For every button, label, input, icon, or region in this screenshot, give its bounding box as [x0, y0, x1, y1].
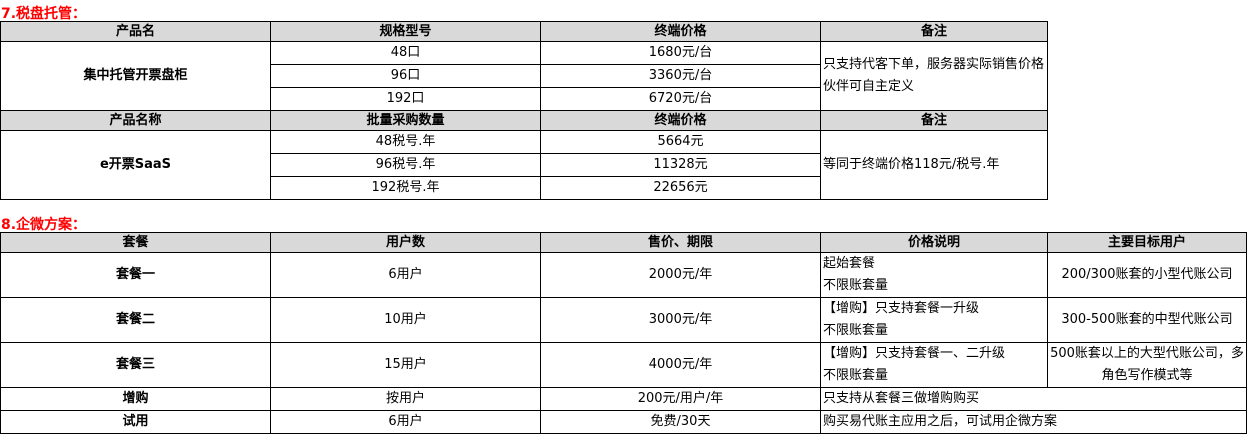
plan-name: 套餐二 — [0, 297, 271, 343]
note-cell: 等同于终端价格118元/税号.年 — [820, 130, 1048, 200]
price-cell: 3000元/年 — [540, 297, 821, 343]
qty-cell: 192税号.年 — [270, 176, 541, 200]
table-header: 产品名 规格型号 终端价格 备注 — [0, 21, 1048, 42]
price-cell: 免费/30天 — [540, 410, 821, 434]
users-cell: 按用户 — [270, 387, 541, 411]
spec-cell: 48口 — [270, 41, 541, 65]
spec-cell: 96口 — [270, 64, 541, 88]
header-cell: 用户数 — [270, 232, 541, 253]
price-cell: 2000元/年 — [540, 252, 821, 298]
price-cell: 4000元/年 — [540, 342, 821, 388]
header-cell: 产品名称 — [0, 110, 271, 131]
price-cell: 11328元 — [540, 153, 821, 177]
target-cell: 500账套以上的大型代账公司，多角色写作模式等 — [1047, 342, 1247, 388]
price-cell: 5664元 — [540, 130, 821, 154]
header-cell: 主要目标用户 — [1047, 232, 1247, 253]
plan-name: 套餐三 — [0, 342, 271, 388]
desc-cell: 【增购】只支持套餐一升级 不限账套量 — [820, 297, 1048, 343]
desc-line: 不限账套量 — [823, 368, 889, 383]
price-cell: 200元/用户/年 — [540, 387, 821, 411]
header-cell: 售价、期限 — [540, 232, 821, 253]
target-cell: 300-500账套的中型代账公司 — [1047, 297, 1247, 343]
qty-cell: 48税号.年 — [270, 130, 541, 154]
header-cell: 终端价格 — [540, 21, 821, 42]
table-row: 套餐二 10用户 3000元/年 【增购】只支持套餐一升级 不限账套量 300-5… — [0, 297, 1247, 343]
table-row: 套餐一 6用户 2000元/年 起始套餐不限账套量 200/300账套的小型代账… — [0, 252, 1247, 298]
price-cell: 3360元/台 — [540, 64, 821, 88]
header-cell: 价格说明 — [820, 232, 1048, 253]
wecom-plan-table: 套餐 用户数 售价、期限 价格说明 主要目标用户 套餐一 6用户 2000元/年… — [0, 232, 1247, 434]
header-cell: 备注 — [820, 110, 1048, 131]
table-header: 套餐 用户数 售价、期限 价格说明 主要目标用户 — [0, 232, 1247, 253]
spec-cell: 192口 — [270, 87, 541, 111]
table-row: 套餐三 15用户 4000元/年 【增购】只支持套餐一、二升级 不限账套量 500… — [0, 342, 1247, 388]
users-cell: 15用户 — [270, 342, 541, 388]
users-cell: 10用户 — [270, 297, 541, 343]
plan-name: 套餐一 — [0, 252, 271, 298]
tax-disk-table: 产品名 规格型号 终端价格 备注 集中托管开票盘柜 48口 1680元/台 只支… — [0, 21, 1048, 200]
header-cell: 产品名 — [0, 21, 271, 42]
desc-cell: 起始套餐 不限账套量 — [820, 252, 1048, 298]
desc-line: 起始套餐 — [823, 256, 876, 271]
header-cell: 套餐 — [0, 232, 271, 253]
users-cell: 6用户 — [270, 252, 541, 298]
product-name: 集中托管开票盘柜 — [0, 41, 271, 111]
product-name: e开票SaaS — [0, 130, 271, 200]
header-cell: 终端价格 — [540, 110, 821, 131]
table-row: 96税号.年 11328元 — [1, 153, 1048, 177]
desc-cell: 只支持从套餐三做增购购买 — [820, 387, 1247, 411]
table-row: 增购 按用户 200元/用户/年 只支持从套餐三做增购购买 — [0, 387, 1247, 411]
section-8-title: 8.企微方案： — [1, 217, 87, 233]
header-cell: 批量采购数量 — [270, 110, 541, 131]
plan-name: 试用 — [0, 410, 271, 434]
desc-line: 【增购】只支持套餐一升级 — [823, 301, 980, 316]
qty-cell: 96税号.年 — [270, 153, 541, 177]
price-cell: 6720元/台 — [540, 87, 821, 111]
desc-line: 不限账套量 — [823, 278, 889, 293]
plan-name: 增购 — [0, 387, 271, 411]
table-row: e开票SaaS 48税号.年 5664元 等同于终端价格118元/税号.年 — [0, 130, 1048, 200]
section-7-title: 7.税盘托管： — [1, 6, 87, 22]
desc-line: 【增购】只支持套餐一、二升级 — [823, 346, 1006, 361]
header-cell: 规格型号 — [270, 21, 541, 42]
price-cell: 22656元 — [540, 176, 821, 200]
desc-line: 不限账套量 — [823, 323, 889, 338]
note-cell: 只支持代客下单，服务器实际销售价格伙伴可自主定义 — [820, 41, 1048, 111]
desc-cell: 购买易代账主应用之后，可试用企微方案 — [820, 410, 1247, 434]
target-cell: 200/300账套的小型代账公司 — [1047, 252, 1247, 298]
header-cell: 备注 — [820, 21, 1048, 42]
table-row: 集中托管开票盘柜 48口 1680元/台 只支持代客下单，服务器实际销售价格伙伴… — [0, 41, 1048, 111]
table-header: 产品名称 批量采购数量 终端价格 备注 — [0, 110, 1048, 131]
price-cell: 1680元/台 — [540, 41, 821, 65]
table-row: 96口 3360元/台 — [1, 64, 1048, 88]
users-cell: 6用户 — [270, 410, 541, 434]
table-row: 试用 6用户 免费/30天 购买易代账主应用之后，可试用企微方案 — [0, 410, 1247, 434]
desc-cell: 【增购】只支持套餐一、二升级 不限账套量 — [820, 342, 1048, 388]
table-row: 192税号.年 22656元 — [1, 176, 1048, 200]
